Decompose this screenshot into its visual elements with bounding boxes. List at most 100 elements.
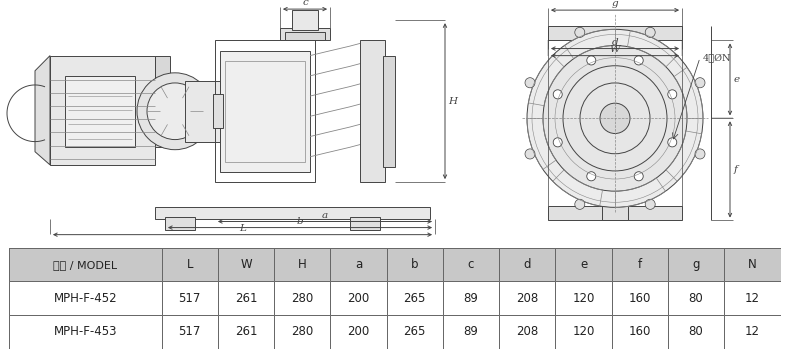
Text: N: N bbox=[748, 258, 757, 271]
Circle shape bbox=[525, 78, 535, 88]
Text: c: c bbox=[302, 0, 308, 7]
Text: 517: 517 bbox=[179, 292, 201, 305]
Bar bbox=[292, 10, 318, 30]
Bar bbox=[9, 248, 162, 281]
Text: e: e bbox=[580, 258, 587, 271]
Text: 89: 89 bbox=[464, 325, 479, 338]
Bar bbox=[611, 248, 668, 281]
Text: 280: 280 bbox=[291, 325, 314, 338]
Bar bbox=[602, 206, 628, 221]
Bar bbox=[611, 315, 668, 349]
Bar bbox=[50, 56, 155, 165]
Bar bbox=[162, 248, 218, 281]
Text: 200: 200 bbox=[348, 325, 370, 338]
Bar bbox=[499, 248, 555, 281]
Bar bbox=[9, 315, 162, 349]
Bar bbox=[724, 248, 781, 281]
Circle shape bbox=[525, 149, 535, 159]
Text: H: H bbox=[448, 97, 457, 105]
Bar bbox=[555, 281, 611, 315]
Bar bbox=[274, 281, 330, 315]
Circle shape bbox=[147, 83, 203, 139]
Circle shape bbox=[634, 172, 643, 181]
Text: 型式 / MODEL: 型式 / MODEL bbox=[54, 259, 118, 270]
Bar bbox=[548, 206, 682, 221]
Circle shape bbox=[695, 149, 705, 159]
Bar bbox=[165, 217, 195, 230]
Text: 200: 200 bbox=[348, 292, 370, 305]
Bar bbox=[386, 281, 443, 315]
Text: d: d bbox=[524, 258, 531, 271]
Text: MPH-F-453: MPH-F-453 bbox=[54, 325, 117, 338]
Bar bbox=[225, 61, 305, 162]
Bar bbox=[218, 315, 274, 349]
Bar bbox=[443, 281, 499, 315]
Text: b: b bbox=[411, 258, 419, 271]
Bar bbox=[185, 81, 220, 142]
Bar bbox=[215, 40, 315, 182]
Bar bbox=[724, 315, 781, 349]
Bar bbox=[383, 56, 395, 167]
Bar bbox=[668, 281, 724, 315]
Bar bbox=[360, 40, 385, 182]
Text: 265: 265 bbox=[404, 325, 426, 338]
Bar bbox=[162, 281, 218, 315]
Polygon shape bbox=[35, 56, 50, 165]
Bar bbox=[555, 248, 611, 281]
Text: g: g bbox=[611, 0, 619, 8]
Text: 80: 80 bbox=[689, 292, 703, 305]
Circle shape bbox=[600, 103, 630, 133]
Bar bbox=[274, 315, 330, 349]
Bar bbox=[280, 28, 330, 40]
Bar bbox=[555, 315, 611, 349]
Bar bbox=[443, 248, 499, 281]
Bar bbox=[548, 26, 682, 40]
Text: 261: 261 bbox=[235, 292, 258, 305]
Text: 4－ØN: 4－ØN bbox=[703, 53, 732, 62]
Circle shape bbox=[668, 90, 677, 99]
Text: 80: 80 bbox=[689, 325, 703, 338]
Circle shape bbox=[575, 27, 585, 38]
Text: 160: 160 bbox=[629, 325, 651, 338]
Circle shape bbox=[553, 90, 562, 99]
Text: H: H bbox=[298, 258, 307, 271]
Text: f: f bbox=[638, 258, 642, 271]
Circle shape bbox=[587, 172, 596, 181]
Bar bbox=[162, 315, 218, 349]
Text: 265: 265 bbox=[404, 292, 426, 305]
Bar bbox=[668, 248, 724, 281]
Text: L: L bbox=[186, 258, 193, 271]
Bar bbox=[724, 281, 781, 315]
Text: L: L bbox=[239, 224, 246, 233]
Text: 208: 208 bbox=[516, 292, 539, 305]
Text: 120: 120 bbox=[573, 292, 595, 305]
Bar bbox=[330, 281, 386, 315]
Circle shape bbox=[634, 56, 643, 65]
Text: e: e bbox=[734, 75, 740, 84]
Text: d: d bbox=[611, 38, 619, 46]
Bar bbox=[499, 281, 555, 315]
Text: 208: 208 bbox=[516, 325, 539, 338]
Bar bbox=[218, 281, 274, 315]
Text: 120: 120 bbox=[573, 325, 595, 338]
Circle shape bbox=[527, 29, 703, 207]
Text: 89: 89 bbox=[464, 292, 479, 305]
Text: 12: 12 bbox=[745, 292, 760, 305]
Bar bbox=[499, 315, 555, 349]
Circle shape bbox=[645, 27, 655, 38]
Bar bbox=[330, 248, 386, 281]
Text: W: W bbox=[610, 45, 620, 53]
Text: g: g bbox=[692, 258, 700, 271]
Circle shape bbox=[543, 46, 687, 191]
Text: 160: 160 bbox=[629, 292, 651, 305]
Text: a: a bbox=[322, 211, 328, 220]
Circle shape bbox=[553, 138, 562, 147]
Bar bbox=[218, 248, 274, 281]
Bar bbox=[668, 315, 724, 349]
Bar bbox=[350, 217, 380, 230]
Text: MPH-F-452: MPH-F-452 bbox=[54, 292, 118, 305]
Bar bbox=[9, 281, 162, 315]
Bar bbox=[274, 248, 330, 281]
Bar bbox=[597, 186, 633, 206]
Text: b: b bbox=[297, 217, 303, 225]
